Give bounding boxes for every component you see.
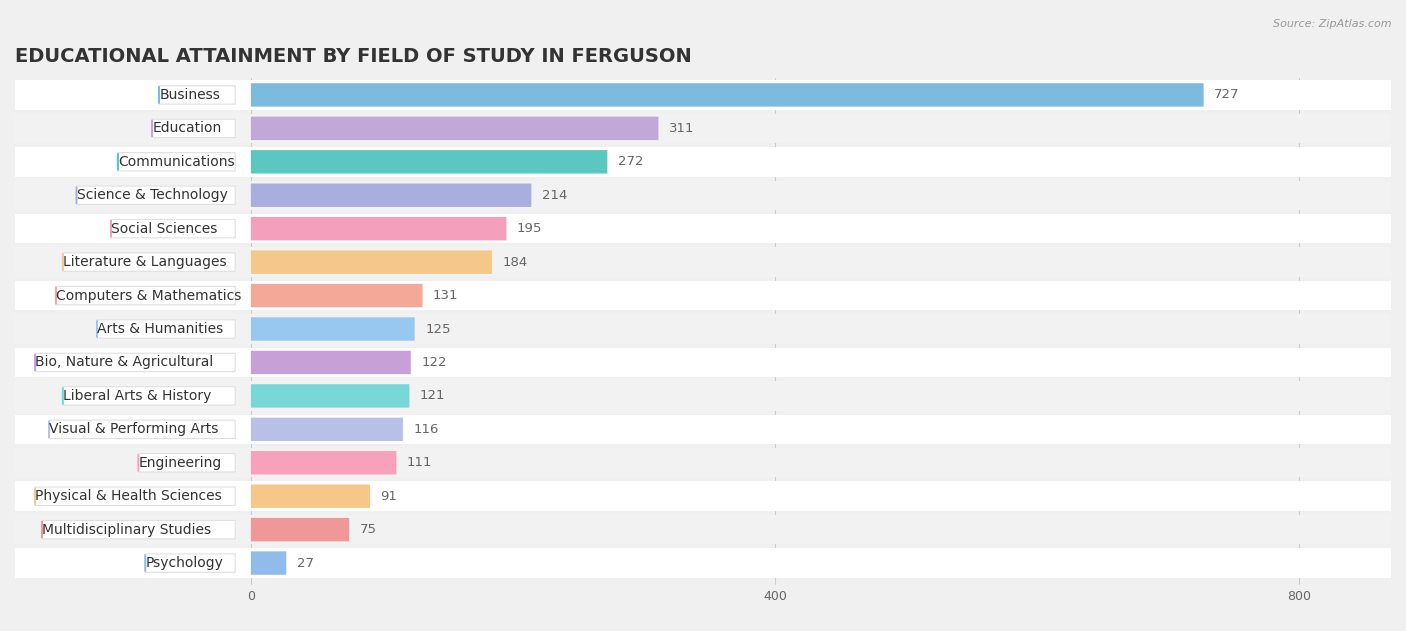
FancyBboxPatch shape xyxy=(35,487,235,505)
Text: 727: 727 xyxy=(1215,88,1240,102)
FancyBboxPatch shape xyxy=(63,387,235,405)
Text: Physical & Health Sciences: Physical & Health Sciences xyxy=(35,489,222,503)
FancyBboxPatch shape xyxy=(15,415,1391,444)
Text: Visual & Performing Arts: Visual & Performing Arts xyxy=(49,422,218,436)
Text: Engineering: Engineering xyxy=(139,456,222,469)
FancyBboxPatch shape xyxy=(15,147,1391,177)
Text: Psychology: Psychology xyxy=(146,556,224,570)
FancyBboxPatch shape xyxy=(138,454,235,472)
FancyBboxPatch shape xyxy=(250,518,349,541)
FancyBboxPatch shape xyxy=(15,515,1391,545)
Text: Education: Education xyxy=(152,121,222,136)
FancyBboxPatch shape xyxy=(250,284,423,307)
FancyBboxPatch shape xyxy=(250,251,492,274)
FancyBboxPatch shape xyxy=(42,521,235,539)
Text: Multidisciplinary Studies: Multidisciplinary Studies xyxy=(42,522,211,536)
Text: Source: ZipAtlas.com: Source: ZipAtlas.com xyxy=(1274,19,1392,29)
FancyBboxPatch shape xyxy=(15,381,1391,411)
FancyBboxPatch shape xyxy=(250,217,506,240)
FancyBboxPatch shape xyxy=(15,80,1391,110)
FancyBboxPatch shape xyxy=(250,317,415,341)
FancyBboxPatch shape xyxy=(159,86,235,104)
FancyBboxPatch shape xyxy=(118,153,235,171)
Text: EDUCATIONAL ATTAINMENT BY FIELD OF STUDY IN FERGUSON: EDUCATIONAL ATTAINMENT BY FIELD OF STUDY… xyxy=(15,47,692,66)
Text: 75: 75 xyxy=(360,523,377,536)
Text: 131: 131 xyxy=(433,289,458,302)
FancyBboxPatch shape xyxy=(250,117,658,140)
Text: Business: Business xyxy=(159,88,221,102)
Text: 311: 311 xyxy=(669,122,695,135)
FancyBboxPatch shape xyxy=(250,384,409,408)
Text: 121: 121 xyxy=(420,389,446,403)
Text: 27: 27 xyxy=(297,557,314,570)
FancyBboxPatch shape xyxy=(15,114,1391,143)
Text: Liberal Arts & History: Liberal Arts & History xyxy=(63,389,211,403)
Text: Social Sciences: Social Sciences xyxy=(111,221,218,236)
FancyBboxPatch shape xyxy=(97,320,235,338)
Text: 116: 116 xyxy=(413,423,439,436)
FancyBboxPatch shape xyxy=(63,253,235,271)
Text: 122: 122 xyxy=(422,356,447,369)
FancyBboxPatch shape xyxy=(15,314,1391,344)
FancyBboxPatch shape xyxy=(35,353,235,372)
FancyBboxPatch shape xyxy=(145,554,235,572)
FancyBboxPatch shape xyxy=(152,119,235,138)
Text: 214: 214 xyxy=(541,189,567,202)
FancyBboxPatch shape xyxy=(15,247,1391,277)
Text: 195: 195 xyxy=(517,222,543,235)
FancyBboxPatch shape xyxy=(250,351,411,374)
FancyBboxPatch shape xyxy=(49,420,235,439)
FancyBboxPatch shape xyxy=(250,551,287,575)
Text: 272: 272 xyxy=(617,155,644,168)
FancyBboxPatch shape xyxy=(56,286,235,305)
Text: 125: 125 xyxy=(425,322,451,336)
Text: Literature & Languages: Literature & Languages xyxy=(63,255,226,269)
Text: Computers & Mathematics: Computers & Mathematics xyxy=(56,288,242,303)
Text: Arts & Humanities: Arts & Humanities xyxy=(97,322,224,336)
FancyBboxPatch shape xyxy=(15,448,1391,478)
Text: Science & Technology: Science & Technology xyxy=(77,188,228,203)
Text: 111: 111 xyxy=(406,456,432,469)
FancyBboxPatch shape xyxy=(250,451,396,475)
FancyBboxPatch shape xyxy=(250,83,1204,107)
FancyBboxPatch shape xyxy=(76,186,235,204)
FancyBboxPatch shape xyxy=(15,214,1391,244)
Text: 91: 91 xyxy=(381,490,398,503)
Text: Bio, Nature & Agricultural: Bio, Nature & Agricultural xyxy=(35,355,214,370)
FancyBboxPatch shape xyxy=(15,348,1391,377)
Text: Communications: Communications xyxy=(118,155,235,169)
Text: 184: 184 xyxy=(502,256,527,269)
FancyBboxPatch shape xyxy=(15,548,1391,578)
FancyBboxPatch shape xyxy=(15,281,1391,310)
FancyBboxPatch shape xyxy=(111,220,235,238)
FancyBboxPatch shape xyxy=(15,481,1391,511)
FancyBboxPatch shape xyxy=(250,485,370,508)
FancyBboxPatch shape xyxy=(250,150,607,174)
FancyBboxPatch shape xyxy=(15,180,1391,210)
FancyBboxPatch shape xyxy=(250,184,531,207)
FancyBboxPatch shape xyxy=(250,418,404,441)
